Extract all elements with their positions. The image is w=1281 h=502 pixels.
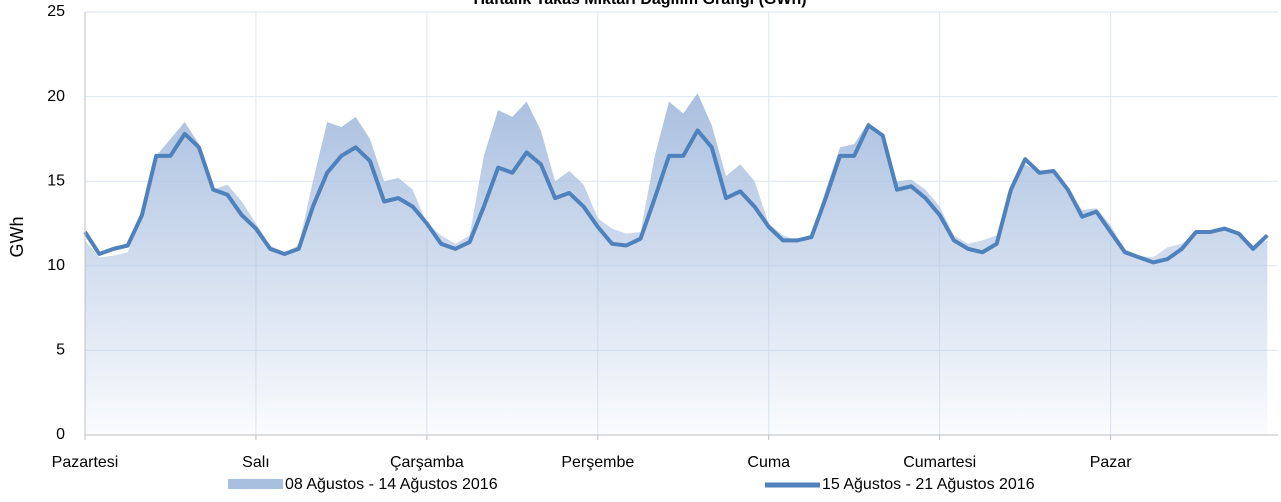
x-tick-label: Cuma [747,454,790,471]
line [83,123,1269,265]
chart-title: Haftalık Takas Miktarı Dağılım Grafiği (… [473,0,806,8]
y-tick-label: 15 [47,172,65,189]
y-tick-label: 10 [47,257,65,274]
y-tick-label: 0 [56,426,65,443]
y-tick-label: 20 [47,88,65,105]
x-tick-label: Salı [242,454,270,471]
area [85,93,1268,435]
x-tick-label: Pazartesi [52,454,119,471]
x-tick-label: Çarşamba [390,454,464,471]
legend-label: 15 Ağustos - 21 Ağustos 2016 [822,476,1035,493]
x-tick-label: Pazar [1090,454,1132,471]
y-tick-label: 25 [47,3,65,20]
y-axis-label: GWh [7,216,27,257]
x-tick-label: Perşembe [561,454,634,471]
legend-swatch [228,479,283,489]
x-tick-label: Cumartesi [903,454,976,471]
y-tick-label: 5 [56,342,65,359]
legend-label: 08 Ağustos - 14 Ağustos 2016 [285,476,498,493]
